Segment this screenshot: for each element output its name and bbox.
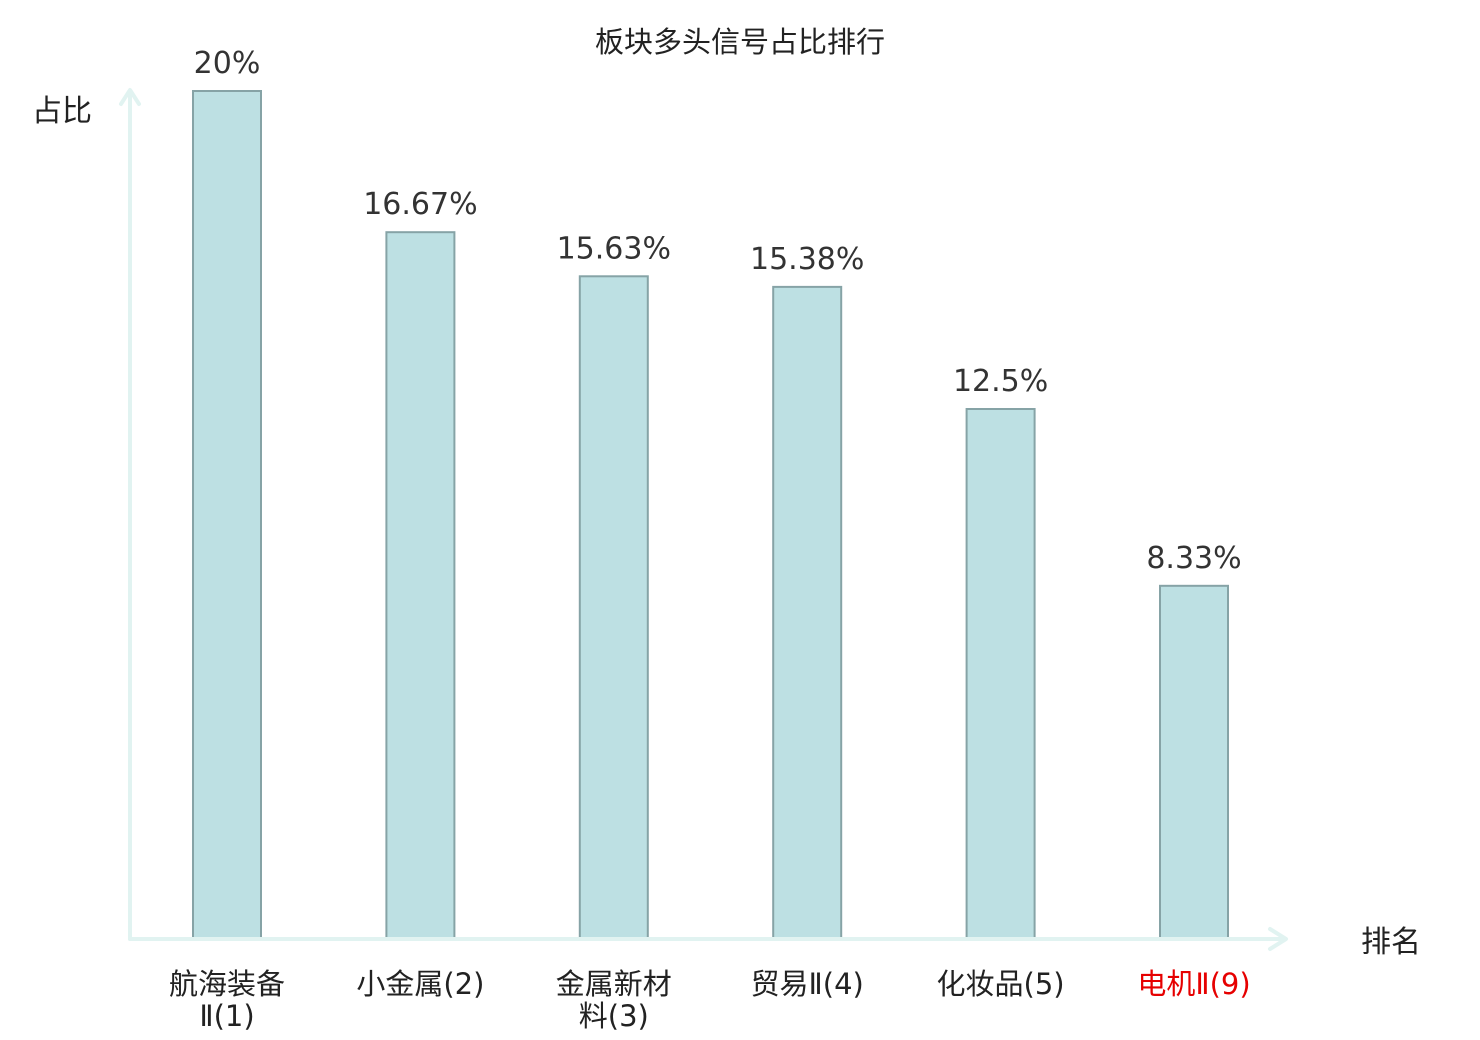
- bar: [385, 231, 456, 940]
- bar: [1159, 584, 1229, 940]
- x-tick-label: 航海装备 Ⅱ(1): [169, 967, 285, 1033]
- x-tick-label-line: 金属新材: [556, 967, 672, 1001]
- x-tick-label-line: 电机Ⅱ(9): [1137, 967, 1250, 1001]
- bar-value-label: 20%: [194, 46, 261, 81]
- bar: [192, 90, 262, 940]
- x-axis-arrow: [1268, 927, 1288, 951]
- bar-value-label: 15.38%: [750, 242, 864, 277]
- value-labels-layer: 20% 16.67% 15.63% 15.38% 12.5% 8.33%: [194, 46, 1242, 576]
- chart-title: 板块多头信号占比排行: [595, 25, 885, 59]
- x-ticks-layer: 航海装备 Ⅱ(1) 小金属(2) 金属新材料(3) 贸易Ⅱ(4) 化妆品(5) 电机Ⅱ(9): [169, 967, 1251, 1033]
- x-tick-label-line: 小金属(2): [356, 967, 484, 1001]
- bar-value-label: 16.67%: [363, 187, 477, 222]
- x-tick-label: 化妆品(5): [937, 967, 1065, 1001]
- x-tick-label-line: 料(3): [579, 999, 649, 1033]
- bar-value-label: 12.5%: [953, 364, 1048, 399]
- x-tick-label-line: 贸易Ⅱ(4): [751, 967, 864, 1001]
- bars-layer: [192, 90, 1229, 940]
- y-axis-label: 占比: [32, 94, 92, 129]
- x-tick-label: 电机Ⅱ(9): [1137, 967, 1250, 1001]
- x-tick-label-line: 化妆品(5): [937, 967, 1065, 1001]
- x-tick-label-line: Ⅱ(1): [199, 999, 254, 1033]
- x-tick-label: 小金属(2): [356, 967, 484, 1001]
- x-tick-label: 金属新材料(3): [556, 967, 672, 1033]
- bar: [965, 408, 1036, 940]
- x-tick-label-line: 航海装备: [169, 967, 285, 1001]
- bar: [772, 285, 843, 940]
- y-axis-arrow: [119, 88, 141, 106]
- bar: [578, 275, 649, 940]
- x-tick-label: 贸易Ⅱ(4): [751, 967, 864, 1001]
- x-axis-label: 排名: [1361, 925, 1421, 960]
- bar-value-label: 8.33%: [1146, 541, 1241, 576]
- bar-value-label: 15.63%: [557, 231, 671, 266]
